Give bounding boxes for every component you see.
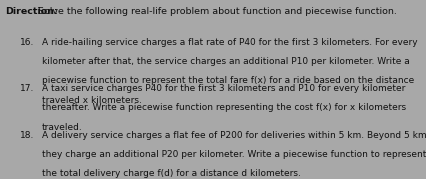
Text: traveled x kilometers.: traveled x kilometers. xyxy=(42,96,141,105)
Text: they charge an additional P20 per kilometer. Write a piecewise function to repre: they charge an additional P20 per kilome… xyxy=(42,150,426,159)
Text: thereafter. Write a piecewise function representing the cost f(x) for x kilomete: thereafter. Write a piecewise function r… xyxy=(42,103,406,112)
Text: Solve the following real-life problem about function and piecewise function.: Solve the following real-life problem ab… xyxy=(35,7,397,16)
Text: piecewise function to represent the total fare f(x) for a ride based on the dist: piecewise function to represent the tota… xyxy=(42,76,414,85)
Text: the total delivery charge f(d) for a distance d kilometers.: the total delivery charge f(d) for a dis… xyxy=(42,169,301,178)
Text: 18.: 18. xyxy=(20,131,35,140)
Text: A delivery service charges a flat fee of P200 for deliveries within 5 km. Beyond: A delivery service charges a flat fee of… xyxy=(42,131,426,140)
Text: traveled.: traveled. xyxy=(42,123,83,132)
Text: 16.: 16. xyxy=(20,38,35,47)
Text: kilometer after that, the service charges an additional P10 per kilometer. Write: kilometer after that, the service charge… xyxy=(42,57,409,66)
Text: Direction:: Direction: xyxy=(5,7,58,16)
Text: 17.: 17. xyxy=(20,84,35,93)
Text: A taxi service charges P40 for the first 3 kilometers and P10 for every kilomete: A taxi service charges P40 for the first… xyxy=(42,84,405,93)
Text: A ride-hailing service charges a flat rate of P40 for the first 3 kilometers. Fo: A ride-hailing service charges a flat ra… xyxy=(42,38,417,47)
